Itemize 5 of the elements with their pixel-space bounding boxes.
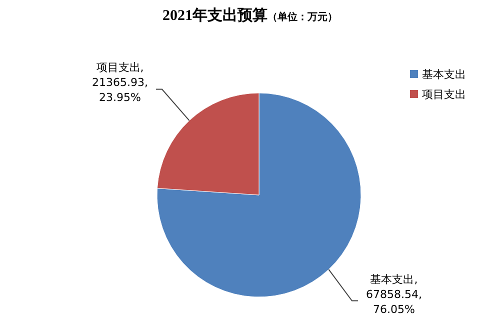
legend-label: 基本支出 [422, 68, 466, 81]
legend-label: 项目支出 [422, 88, 466, 101]
subtitle: （单位：万元） [268, 12, 338, 23]
title: 2021年支出预算（单位：万元） [162, 8, 338, 24]
chart-title: 2021年支出预算 [162, 7, 268, 24]
